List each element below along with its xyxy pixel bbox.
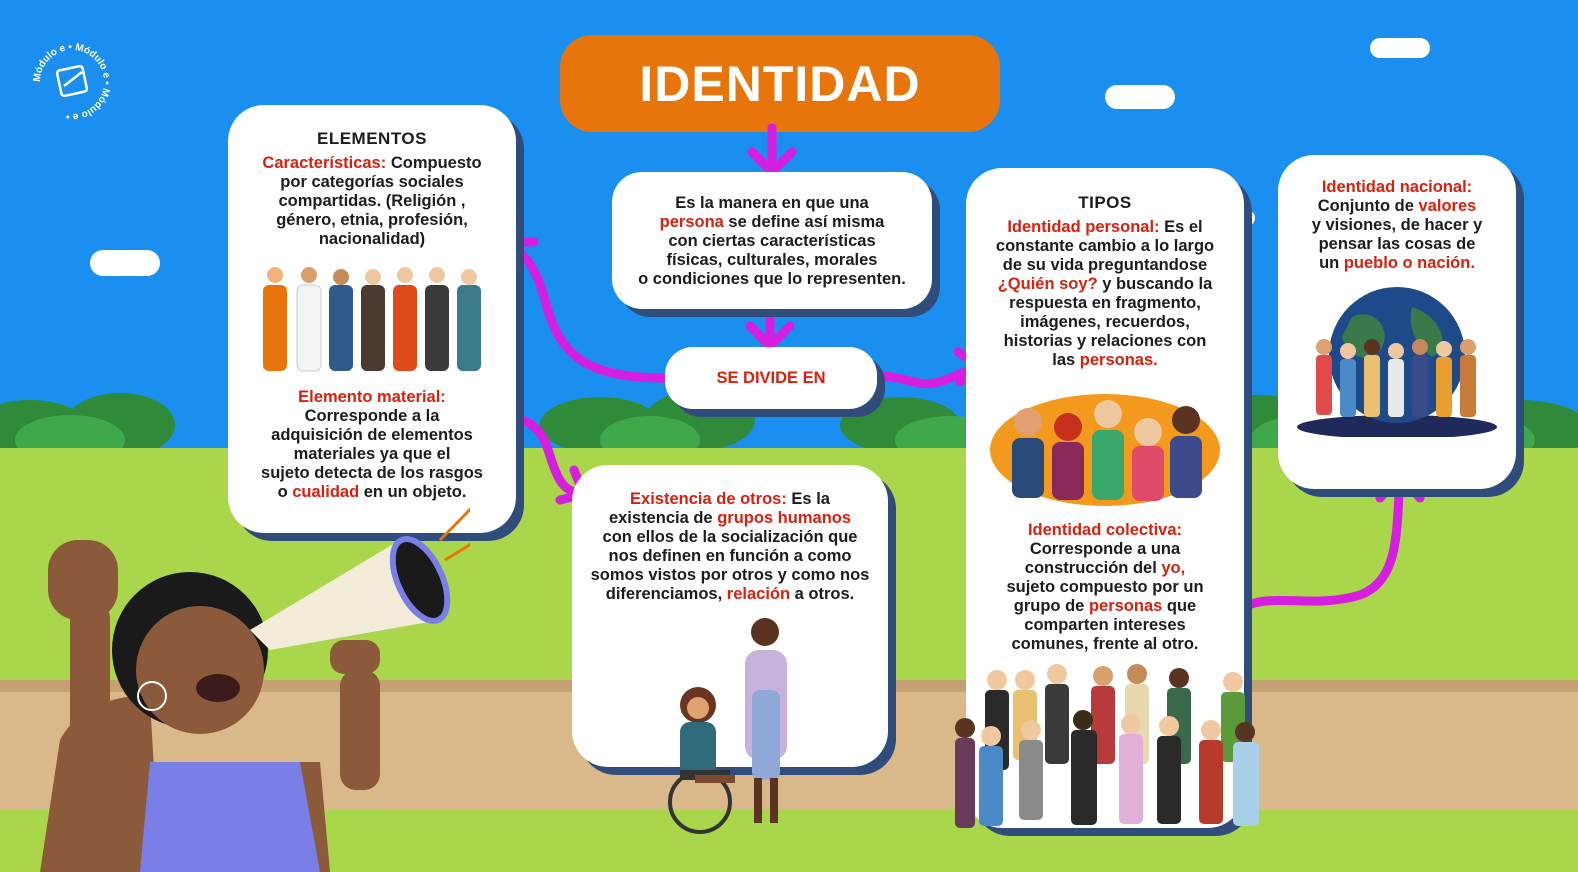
nacional-text: un (1319, 254, 1344, 272)
colectiva-text: grupo de (1013, 597, 1089, 615)
nacional-text: pensar las cosas de (1318, 235, 1476, 253)
caracteristicas-text: género, etnia, profesión, (276, 211, 468, 229)
definition-line1: Es la manera en que una (675, 194, 869, 212)
masks-people-illustration (990, 394, 1220, 506)
tipos-card: TIPOS Identidad personal: Es el constant… (966, 168, 1244, 828)
cloud (90, 250, 160, 276)
page-title: IDENTIDAD (560, 35, 1000, 132)
megaphone-woman-illustration (40, 507, 470, 872)
divide-label-card: SE DIVIDE EN (665, 347, 877, 409)
elementos-heading: ELEMENTOS (317, 129, 427, 148)
definition-line4: físicas, culturales, morales (666, 251, 878, 269)
definition-line3: con ciertas características (668, 232, 876, 250)
nacional-card: Identidad nacional: Conjunto de valores … (1278, 155, 1516, 489)
personal-text: y buscando la (1097, 275, 1213, 293)
material-text: adquisición de elementos (271, 426, 473, 444)
material-text: en un objeto. (359, 483, 467, 501)
personal-text: las (1052, 351, 1080, 369)
crowd-illustration (955, 664, 1259, 828)
personal-text: Es el (1159, 218, 1203, 236)
material-text: Corresponde a la (304, 407, 440, 425)
definition-highlight: persona (659, 213, 724, 231)
otros-text: somos vistos por otros y como nos (590, 566, 870, 584)
caracteristicas-text: nacionalidad) (318, 230, 426, 248)
globe-people-illustration (1297, 287, 1497, 439)
colectiva-text: comunes, frente al otro. (1011, 635, 1199, 653)
definition-line5: o condiciones que lo representen. (638, 270, 906, 288)
diverse-people-illustration (263, 267, 481, 372)
material-text: o (277, 483, 293, 501)
material-highlight: cualidad (292, 483, 360, 501)
otros-text: a otros. (790, 585, 855, 603)
material-label: Elemento material: (298, 388, 446, 406)
caracteristicas-text: por categorías sociales (280, 173, 464, 191)
inclusive-women-illustration (668, 618, 787, 834)
personal-highlight: personas. (1079, 351, 1158, 369)
nacional-highlight: pueblo o nación. (1343, 254, 1475, 272)
caracteristicas-text: Compuesto (386, 154, 482, 172)
colectiva-highlight: yo, (1161, 559, 1186, 577)
colectiva-text: sujeto compuesto por un (1006, 578, 1204, 596)
nacional-text: y visiones, de hacer y (1311, 216, 1483, 234)
otros-text: nos definen en función a como (608, 547, 852, 565)
cloud (1105, 85, 1175, 109)
nacional-highlight: valores (1418, 197, 1477, 215)
otros-text: Es la (786, 490, 830, 508)
personal-text: imágenes, recuerdos, (1020, 313, 1190, 331)
personal-text: constante cambio a lo largo (995, 237, 1215, 255)
modulo-e-logo: Módulo e • Módulo e • Módulo e • (32, 42, 112, 122)
tipos-heading: TIPOS (1078, 193, 1132, 212)
material-text: materiales ya que el (293, 445, 451, 463)
otros-text: diferenciamos, (605, 585, 727, 603)
material-text: sujeto detecta de los rasgos (261, 464, 483, 482)
otros-text: con ellos de la socialización que (602, 528, 858, 546)
logo-ring-text: Módulo e • Módulo e • Módulo e • (32, 42, 112, 122)
colectiva-label: Identidad colectiva: (1027, 521, 1183, 539)
svg-text:Módulo e • Módulo e • Módulo e: Módulo e • Módulo e • Módulo e • (32, 42, 112, 122)
caracteristicas-label: Características: (262, 154, 387, 172)
otros-text: existencia de (608, 509, 718, 527)
elementos-card: ELEMENTOS Características: Compuesto por… (228, 105, 516, 533)
definition-card: Es la manera en que una persona se defin… (612, 172, 932, 309)
nacional-label: Identidad nacional: (1321, 178, 1473, 196)
caracteristicas-text: compartidas. (Religión , (278, 192, 466, 210)
divide-label: SE DIVIDE EN (716, 368, 826, 387)
colectiva-text: comparten intereses (1024, 616, 1186, 634)
personal-text: respuesta en fragmento, (1009, 294, 1201, 312)
colectiva-text: Corresponde a una (1029, 540, 1181, 558)
cloud (1370, 38, 1430, 58)
colectiva-text: construcción del (1024, 559, 1162, 577)
otros-highlight: relación (726, 585, 791, 603)
personal-text: historias y relaciones con (1003, 332, 1207, 350)
colectiva-text: que (1162, 597, 1197, 615)
personal-label: Identidad personal: (1007, 218, 1160, 236)
nacional-text: Conjunto de (1317, 197, 1419, 215)
otros-card: Existencia de otros: Es la existencia de… (572, 465, 888, 767)
personal-highlight: ¿Quién soy? (997, 275, 1098, 293)
definition-line2: se define así misma (723, 213, 885, 231)
personal-text: de su vida preguntandose (1002, 256, 1208, 274)
otros-highlight: grupos humanos (717, 509, 852, 527)
otros-label: Existencia de otros: (630, 490, 787, 508)
colectiva-highlight: personas (1088, 597, 1163, 615)
